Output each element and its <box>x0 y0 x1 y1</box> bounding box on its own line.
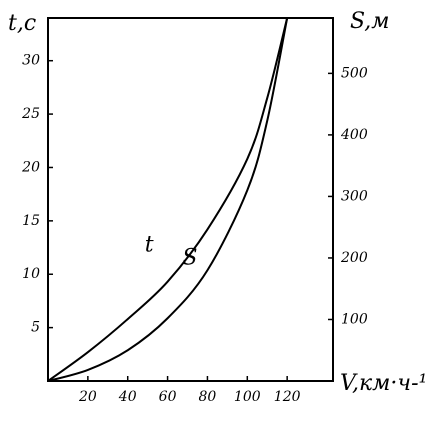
data-line <box>47 17 289 382</box>
x-tick-label: 80 <box>199 389 217 405</box>
x-tick-label: 120 <box>274 389 301 405</box>
series-label: S <box>182 245 197 270</box>
y-tick-label: 5 <box>31 320 40 336</box>
y2-tick-label: 100 <box>341 311 368 327</box>
x-axis-label: V,км·ч-¹ <box>340 371 427 396</box>
y2-tick-label: 300 <box>341 188 368 204</box>
series-label: t <box>145 233 154 258</box>
y-tick-label: 10 <box>22 266 40 282</box>
x-tick-label: 60 <box>159 389 177 405</box>
y2-tick-label: 200 <box>340 250 368 266</box>
y-tick-label: 30 <box>22 53 40 69</box>
x-tick-label: 100 <box>234 389 261 405</box>
y-axis-label: t,c <box>8 11 36 36</box>
y2-tick-label: 400 <box>340 127 368 143</box>
y2-tick-label: 500 <box>341 65 368 81</box>
data-line <box>47 17 289 382</box>
x-tick-label: 40 <box>118 389 137 405</box>
y-tick-label: 20 <box>21 159 40 175</box>
y2-axis-label: S,м <box>350 9 390 34</box>
x-tick-label: 20 <box>78 389 97 405</box>
y-tick-label: 25 <box>21 106 40 122</box>
y-tick-label: 15 <box>22 213 40 229</box>
plot-frame <box>47 17 334 382</box>
